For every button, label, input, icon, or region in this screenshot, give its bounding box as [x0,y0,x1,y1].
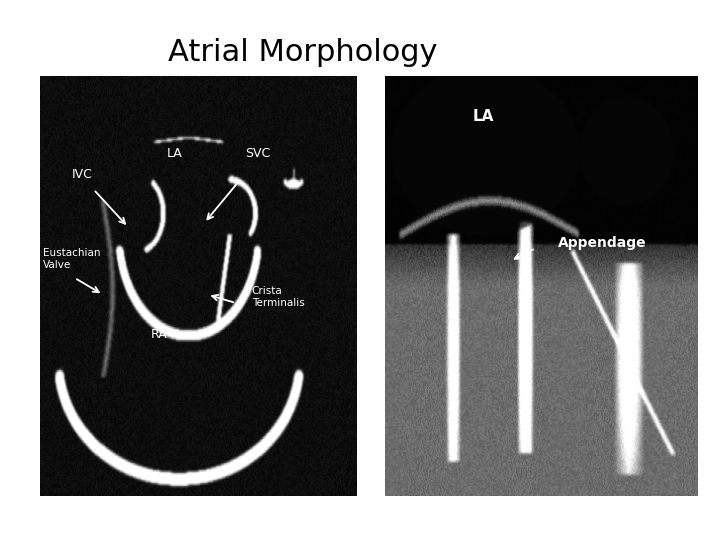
Text: Appendage: Appendage [557,235,646,249]
Text: IVC: IVC [71,168,92,181]
Text: LA: LA [166,147,182,160]
Text: RA: RA [150,328,167,341]
Text: Atrial Morphology: Atrial Morphology [168,38,437,67]
Text: SVC: SVC [246,147,271,160]
Text: Eustachian
Valve: Eustachian Valve [42,248,100,270]
Text: Crista
Terminalis: Crista Terminalis [252,286,305,308]
Text: LA: LA [473,109,494,124]
